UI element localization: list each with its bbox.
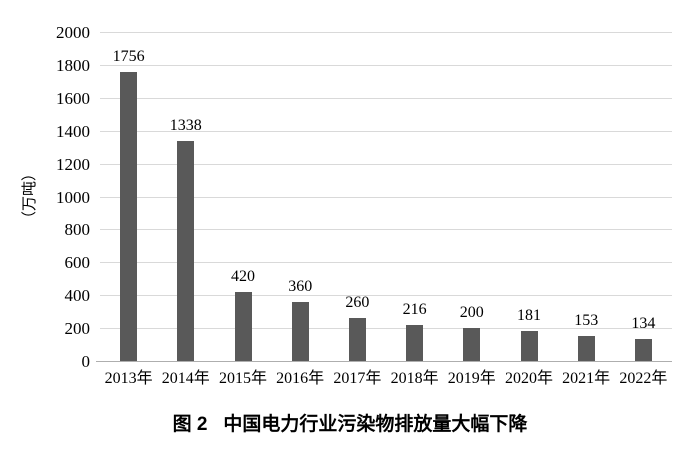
- gridline: [100, 328, 672, 330]
- y-tick-label: 1200: [56, 154, 90, 174]
- x-tick-label: 2014年: [161, 370, 210, 387]
- gridline: [100, 295, 672, 297]
- y-tick-label: 1600: [56, 88, 90, 108]
- bar-value-label: 181: [516, 307, 541, 325]
- bar-value-label: 200: [459, 304, 484, 322]
- x-tick-label: 2015年: [218, 370, 267, 387]
- bar: [406, 325, 424, 361]
- bar: [348, 318, 366, 361]
- gridline: [100, 97, 672, 99]
- x-tick-label: 2016年: [276, 370, 325, 387]
- bar: [463, 328, 481, 361]
- y-tick-label: 400: [64, 286, 91, 306]
- y-tick-label: 1800: [56, 55, 90, 75]
- bar: [577, 335, 595, 361]
- gridline: [100, 262, 672, 264]
- bar: [234, 291, 252, 361]
- gridline: [100, 64, 672, 66]
- bar-value-label: 260: [345, 294, 370, 312]
- bar-value-label: 216: [402, 301, 427, 319]
- y-tick-label: 2000: [56, 23, 90, 42]
- y-tick-label: 0: [81, 352, 91, 371]
- x-tick-label: 2020年: [504, 370, 553, 387]
- bar: [634, 338, 652, 361]
- bar-value-label: 1756: [112, 48, 145, 66]
- x-tick-label: 2018年: [390, 370, 439, 387]
- x-tick-label: 2019年: [447, 370, 496, 387]
- bar: [291, 301, 309, 361]
- bar-value-label: 153: [574, 311, 599, 329]
- gridline: [100, 32, 672, 33]
- bar: [177, 140, 195, 361]
- y-tick-label: 800: [64, 220, 91, 240]
- bar-value-label: 1338: [169, 116, 202, 134]
- gridline: [100, 163, 672, 165]
- y-tick-label: 1400: [56, 121, 90, 141]
- bar-value-label: 420: [230, 267, 255, 285]
- x-axis-line: [96, 361, 672, 362]
- gridline: [100, 130, 672, 132]
- x-tick-label: 2022年: [619, 370, 668, 387]
- y-tick-label: 200: [64, 319, 91, 339]
- bar-value-label: 360: [288, 277, 313, 295]
- x-tick-label: 2013年: [104, 370, 153, 387]
- y-tick-label: 600: [64, 253, 91, 273]
- figure-caption-title: 中国电力行业污染物排放量大幅下降: [223, 414, 528, 435]
- figure-caption-label: 图 2: [172, 414, 208, 435]
- y-axis-title: （万吨）: [22, 166, 38, 227]
- x-tick-label: 2017年: [333, 370, 382, 387]
- y-tick-label: 1000: [56, 187, 90, 207]
- bar: [520, 331, 538, 361]
- gridline: [100, 196, 672, 198]
- bar-value-label: 134: [631, 314, 656, 332]
- figure-caption: 图 2 中国电力行业污染物排放量大幅下降: [0, 413, 700, 437]
- bar: [120, 72, 138, 361]
- x-tick-label: 2021年: [562, 370, 611, 387]
- gridline: [100, 229, 672, 231]
